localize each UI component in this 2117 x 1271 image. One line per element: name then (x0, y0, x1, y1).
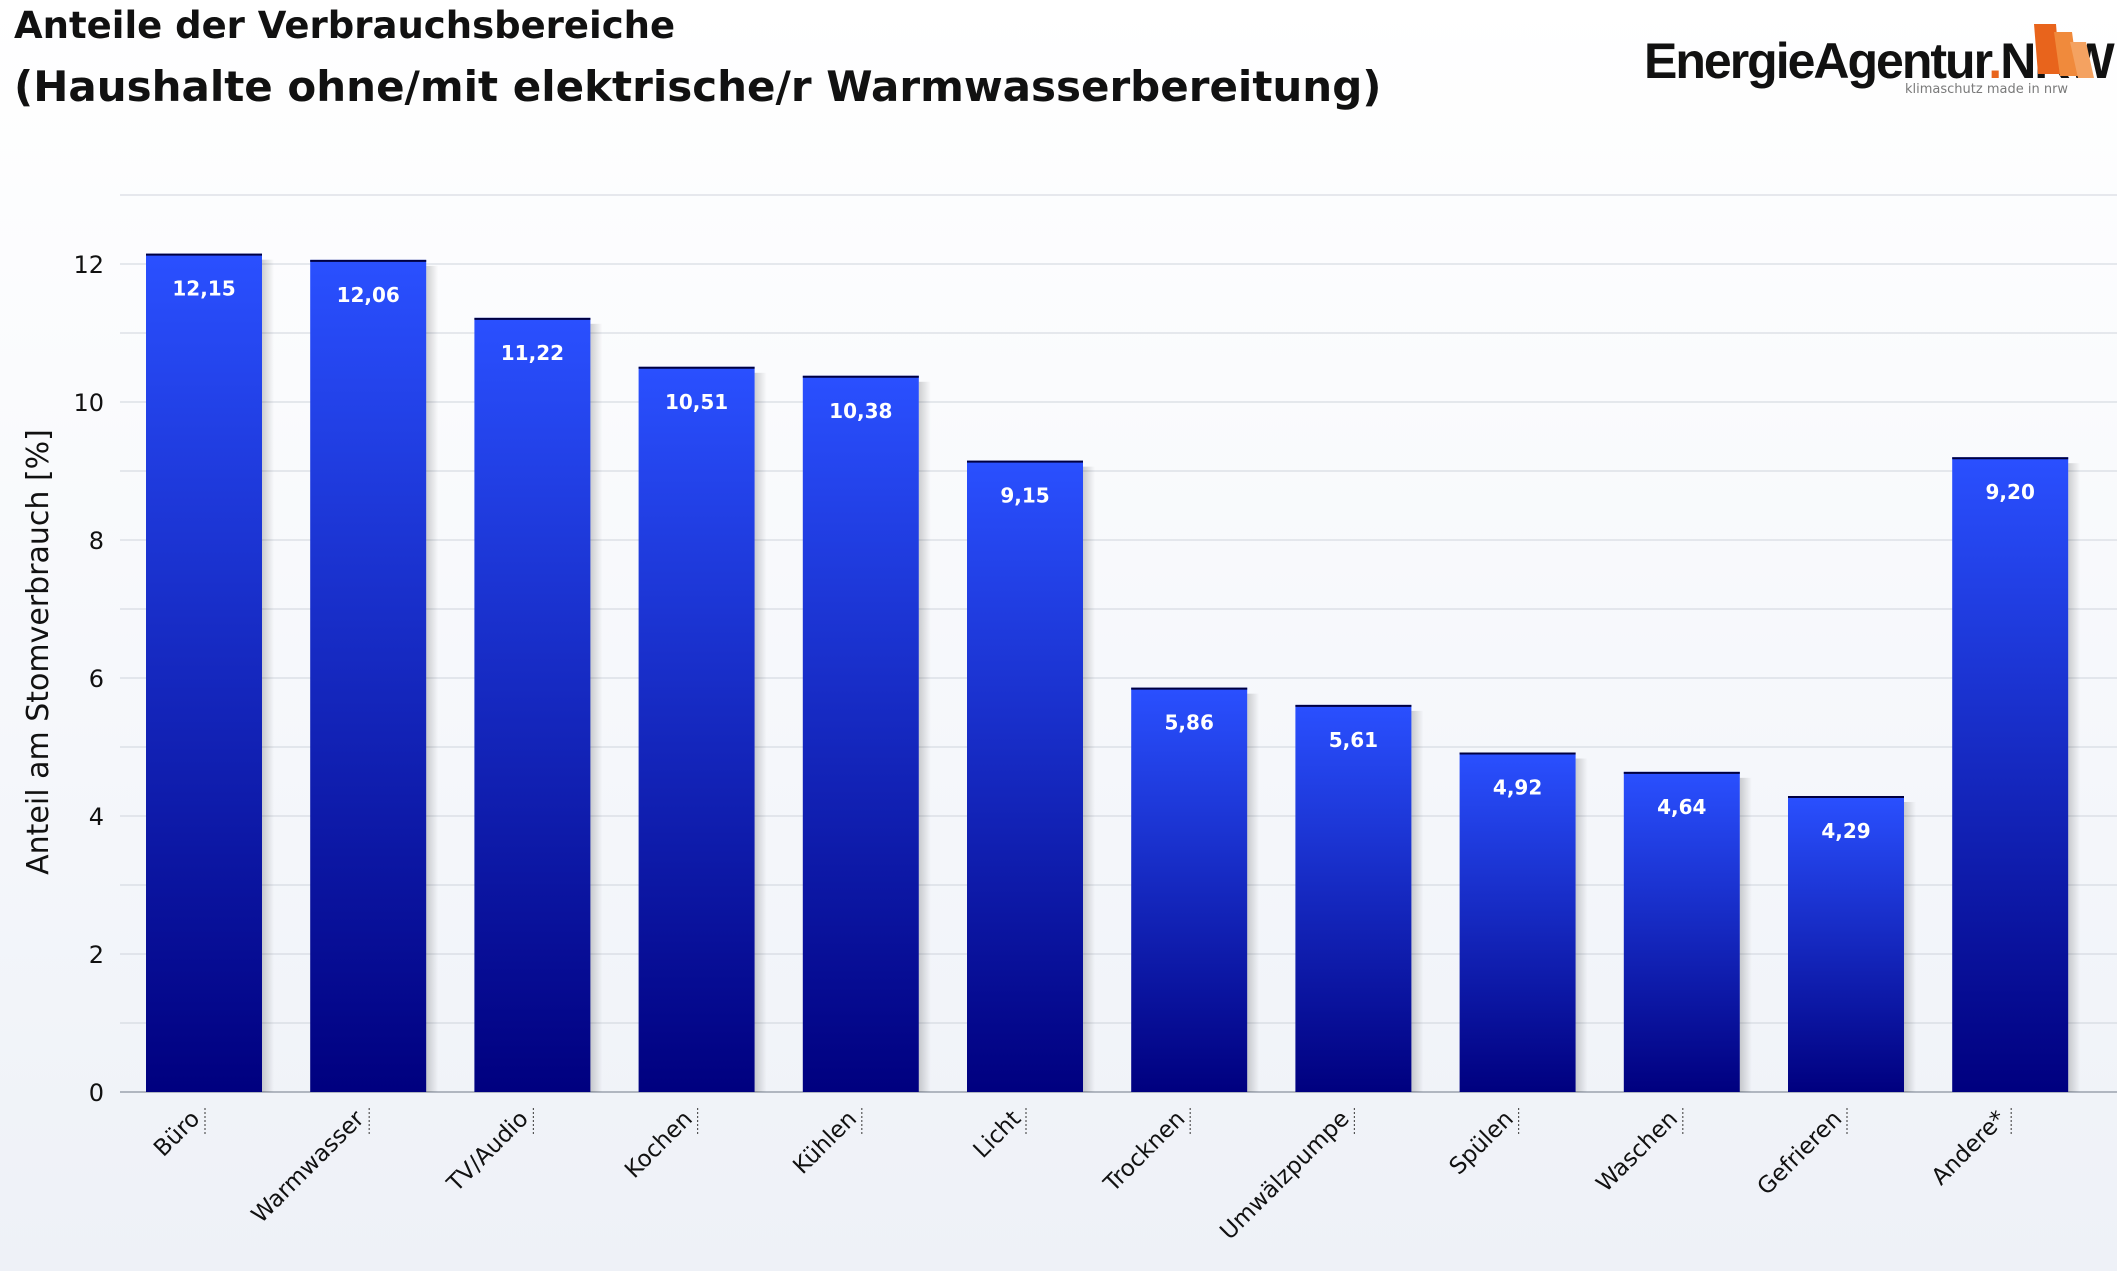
y-tick-label: 10 (73, 389, 104, 417)
grid-lines (120, 194, 2117, 1093)
y-tick-label: 4 (89, 803, 104, 831)
bar-shadow (754, 372, 767, 1092)
x-tick-label: Warmwasser (247, 1105, 370, 1228)
x-tick-label: Kühlen (788, 1106, 862, 1180)
y-axis-label: Anteil am Stomverbrauch [%] (21, 429, 56, 875)
bar-shadow (1575, 758, 1588, 1092)
bar-value-label: 12,15 (172, 277, 235, 301)
x-tick-label: Büro (149, 1106, 205, 1162)
bar (310, 259, 427, 1092)
bar-value-label: 5,61 (1329, 728, 1378, 752)
bar (967, 460, 1083, 1092)
bar-value-label: 4,64 (1657, 795, 1706, 819)
logo-wordmark: EnergieAgentur.NRW (1644, 32, 2115, 90)
bar-value-label: 11,22 (501, 341, 564, 365)
y-tick-label: 6 (89, 665, 104, 693)
x-tick-label: Umwälzpumpe (1215, 1106, 1354, 1245)
x-tick-label: Andere* (1927, 1106, 2012, 1191)
y-tick-label: 12 (73, 251, 104, 279)
x-tick-label: Waschen (1592, 1106, 1683, 1197)
bar-shadow (1411, 710, 1424, 1092)
bar (474, 317, 591, 1092)
x-tick-label: Trocknen (1099, 1106, 1191, 1198)
bar-value-label: 9,20 (1986, 480, 2035, 504)
bar-shadow (262, 259, 274, 1092)
bars: 12,15 12,06 11,22 10,51 10,38 9,15 5,86 5,61 4,9… (146, 253, 2081, 1092)
x-tick-label: Licht (969, 1106, 1027, 1164)
bar-shadow (1247, 693, 1260, 1092)
bar (802, 375, 919, 1092)
y-axis-ticks: 0 2 4 6 8 10 12 (73, 251, 104, 1107)
x-tick-label: Gefrieren (1753, 1106, 1848, 1201)
bar (1131, 687, 1248, 1092)
bar-shadow (426, 265, 439, 1092)
logo-name-dot: . (1988, 33, 2002, 89)
bar (638, 366, 755, 1092)
bar (1788, 795, 1904, 1092)
bar-value-label: 4,29 (1821, 819, 1870, 843)
bar (1295, 704, 1412, 1092)
x-axis-ticks: Büro Warmwasser TV/Audio Kochen Kühlen Licht T… (149, 1105, 2012, 1245)
bar-shadow (590, 323, 603, 1092)
bar (1459, 752, 1576, 1092)
chart-title: Anteile der Verbrauchsbereiche (14, 4, 676, 47)
bar (1623, 771, 1740, 1092)
bar-value-label: 12,06 (337, 283, 400, 307)
y-tick-label: 8 (89, 527, 104, 555)
bar-value-label: 10,38 (829, 399, 892, 423)
bar (1952, 457, 2069, 1092)
bar-shadow (1739, 777, 1752, 1092)
chart-subtitle: (Haushalte ohne/mit elektrische/r Warmwa… (14, 62, 1382, 111)
bar-value-label: 5,86 (1165, 711, 1214, 735)
logo-tagline: klimaschutz made in nrw (1905, 82, 2069, 97)
energieagentur-logo: EnergieAgentur.NRW klimaschutz made in n… (1640, 18, 2115, 104)
bar-value-label: 10,51 (665, 390, 728, 414)
logo-name-part1: EnergieAgentur (1644, 33, 1990, 89)
bar-shadow (1904, 801, 1916, 1092)
x-tick-label: Kochen (620, 1106, 698, 1184)
x-tick-label: Spülen (1445, 1106, 1519, 1180)
y-tick-label: 2 (89, 941, 104, 969)
bar-value-label: 4,92 (1493, 776, 1542, 800)
y-tick-label: 0 (89, 1079, 104, 1107)
flame-sails-icon (2034, 24, 2094, 78)
x-tick-label: TV/Audio (442, 1106, 534, 1198)
bar (146, 253, 262, 1092)
bar-shadow (1083, 466, 1095, 1092)
bar-value-label: 9,15 (1000, 484, 1049, 508)
bar-shadow (918, 381, 931, 1092)
bar-shadow (2068, 463, 2081, 1092)
